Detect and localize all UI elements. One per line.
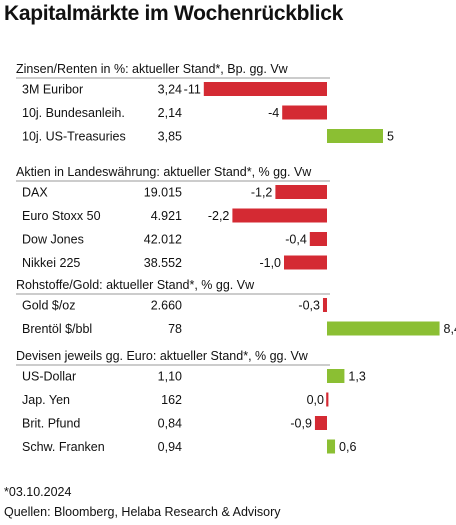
- source-note: Quellen: Bloomberg, Helaba Research & Ad…: [4, 505, 281, 519]
- data-label: -1,0: [259, 256, 281, 270]
- row-level: 0,84: [158, 417, 182, 431]
- group-header: Zinsen/Renten in %: aktueller Stand*, Bp…: [16, 62, 289, 76]
- chart-title: Kapitalmärkte im Wochenrückblick: [4, 2, 343, 25]
- row-name: Brentöl $/bbl: [22, 322, 92, 336]
- row-name: Gold $/oz: [22, 299, 76, 313]
- row-level: 2,14: [158, 106, 182, 120]
- row-name: Nikkei 225: [22, 256, 80, 270]
- row-level: 38.552: [144, 256, 182, 270]
- row-level: 162: [161, 393, 182, 407]
- footnote: *03.10.2024: [4, 485, 72, 499]
- bar: [326, 392, 329, 407]
- data-label: 8,4: [444, 322, 456, 336]
- bar: [282, 105, 327, 120]
- row-name: US-Dollar: [22, 370, 76, 384]
- row-level: 0,94: [158, 440, 182, 454]
- row-level: 4.921: [151, 209, 182, 223]
- data-label: -0,9: [290, 417, 312, 431]
- row-level: 19.015: [144, 186, 182, 200]
- bar: [232, 208, 327, 223]
- data-label: -0,4: [285, 233, 307, 247]
- row-level: 1,10: [158, 370, 182, 384]
- row-name: Schw. Franken: [22, 440, 105, 454]
- bar: [327, 369, 345, 383]
- data-label: -4: [268, 106, 279, 120]
- row-name: DAX: [22, 186, 48, 200]
- data-label: 1,3: [348, 370, 365, 384]
- bar: [203, 82, 327, 96]
- row-name: 10j. Bundesanleih.: [22, 106, 125, 120]
- chart-canvas: Zinsen/Renten in %: aktueller Stand*, Bp…: [16, 62, 456, 454]
- data-label: 0,0: [307, 393, 324, 407]
- row-name: Dow Jones: [22, 233, 84, 247]
- row-level: 2.660: [151, 299, 182, 313]
- row-level: 78: [168, 322, 182, 336]
- row-name: Jap. Yen: [22, 393, 70, 407]
- bar: [275, 185, 327, 199]
- group-header: Devisen jeweils gg. Euro: aktueller Stan…: [16, 349, 309, 363]
- data-label: -11: [184, 83, 201, 97]
- data-label: -2,2: [208, 209, 230, 223]
- row-name: 3M Euribor: [22, 83, 83, 97]
- group-header: Aktien in Landeswährung: aktueller Stand…: [16, 165, 312, 179]
- row-level: 42.012: [144, 233, 182, 247]
- bar: [327, 321, 440, 336]
- data-label: -0,3: [298, 299, 320, 313]
- bar: [314, 416, 327, 430]
- bar: [309, 232, 327, 246]
- row-name: Brit. Pfund: [22, 417, 80, 431]
- data-label: 5: [387, 130, 394, 144]
- bar: [284, 255, 327, 270]
- bar: [322, 298, 327, 312]
- bar: [327, 439, 336, 454]
- row-level: 3,85: [158, 130, 182, 144]
- row-name: Euro Stoxx 50: [22, 209, 101, 223]
- data-label: -1,2: [251, 186, 273, 200]
- row-name: 10j. US-Treasuries: [22, 130, 126, 144]
- data-label: 0,6: [339, 440, 356, 454]
- row-level: 3,24: [158, 83, 182, 97]
- bar: [327, 129, 383, 143]
- group-header: Rohstoffe/Gold: aktueller Stand*, % gg. …: [16, 278, 255, 292]
